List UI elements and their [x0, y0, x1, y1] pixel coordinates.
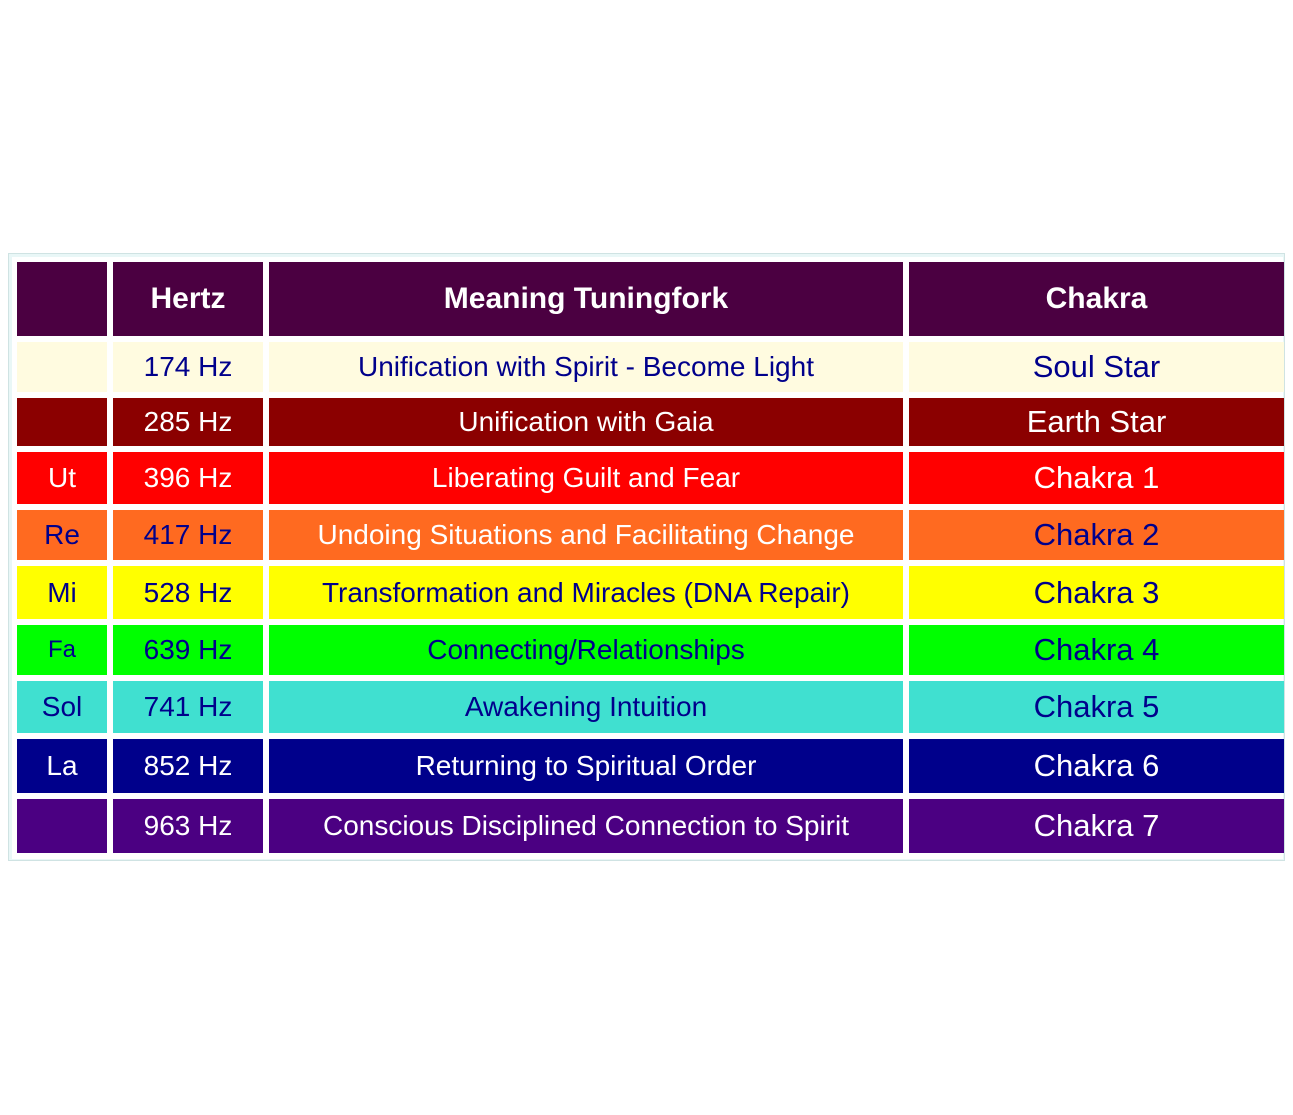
table-row: 174 Hz Unification with Spirit - Become … [17, 342, 1284, 392]
note-cell [17, 799, 107, 853]
hertz-cell: 285 Hz [113, 398, 263, 446]
note-cell: Re [17, 510, 107, 560]
chakra-cell: Chakra 3 [909, 566, 1284, 619]
note-cell: Mi [17, 566, 107, 619]
table-row: Re 417 Hz Undoing Situations and Facilit… [17, 510, 1284, 560]
meaning-cell: Conscious Disciplined Connection to Spir… [269, 799, 903, 853]
hertz-cell: 852 Hz [113, 739, 263, 793]
chakra-cell: Earth Star [909, 398, 1284, 446]
hertz-cell: 417 Hz [113, 510, 263, 560]
note-cell [17, 342, 107, 392]
hertz-cell: 528 Hz [113, 566, 263, 619]
meaning-cell: Awakening Intuition [269, 681, 903, 733]
header-chakra: Chakra [909, 262, 1284, 336]
meaning-cell: Returning to Spiritual Order [269, 739, 903, 793]
hertz-cell: 741 Hz [113, 681, 263, 733]
chakra-cell: Chakra 5 [909, 681, 1284, 733]
meaning-cell: Transformation and Miracles (DNA Repair) [269, 566, 903, 619]
tuning-fork-table: Hertz Meaning Tuningfork Chakra 174 Hz U… [11, 256, 1290, 859]
note-cell: La [17, 739, 107, 793]
meaning-cell: Liberating Guilt and Fear [269, 452, 903, 504]
table-row: 963 Hz Conscious Disciplined Connection … [17, 799, 1284, 853]
meaning-cell: Connecting/Relationships [269, 625, 903, 675]
header-meaning: Meaning Tuningfork [269, 262, 903, 336]
note-cell: Fa [17, 625, 107, 675]
chakra-cell: Chakra 6 [909, 739, 1284, 793]
chakra-cell: Chakra 7 [909, 799, 1284, 853]
table-row: Ut 396 Hz Liberating Guilt and Fear Chak… [17, 452, 1284, 504]
meaning-cell: Unification with Spirit - Become Light [269, 342, 903, 392]
note-cell: Ut [17, 452, 107, 504]
hertz-cell: 174 Hz [113, 342, 263, 392]
header-note [17, 262, 107, 336]
table-row: Mi 528 Hz Transformation and Miracles (D… [17, 566, 1284, 619]
hertz-cell: 396 Hz [113, 452, 263, 504]
table-row: La 852 Hz Returning to Spiritual Order C… [17, 739, 1284, 793]
chakra-cell: Chakra 2 [909, 510, 1284, 560]
table-frame: Hertz Meaning Tuningfork Chakra 174 Hz U… [8, 253, 1285, 861]
note-cell: Sol [17, 681, 107, 733]
hertz-cell: 963 Hz [113, 799, 263, 853]
note-cell [17, 398, 107, 446]
chakra-cell: Chakra 1 [909, 452, 1284, 504]
table-row: Fa 639 Hz Connecting/Relationships Chakr… [17, 625, 1284, 675]
header-hertz: Hertz [113, 262, 263, 336]
chakra-cell: Chakra 4 [909, 625, 1284, 675]
meaning-cell: Undoing Situations and Facilitating Chan… [269, 510, 903, 560]
hertz-cell: 639 Hz [113, 625, 263, 675]
table-row: 285 Hz Unification with Gaia Earth Star [17, 398, 1284, 446]
header-row: Hertz Meaning Tuningfork Chakra [17, 262, 1284, 336]
table-inner: Hertz Meaning Tuningfork Chakra 174 Hz U… [12, 257, 1284, 859]
meaning-cell: Unification with Gaia [269, 398, 903, 446]
chakra-cell: Soul Star [909, 342, 1284, 392]
table-row: Sol 741 Hz Awakening Intuition Chakra 5 [17, 681, 1284, 733]
